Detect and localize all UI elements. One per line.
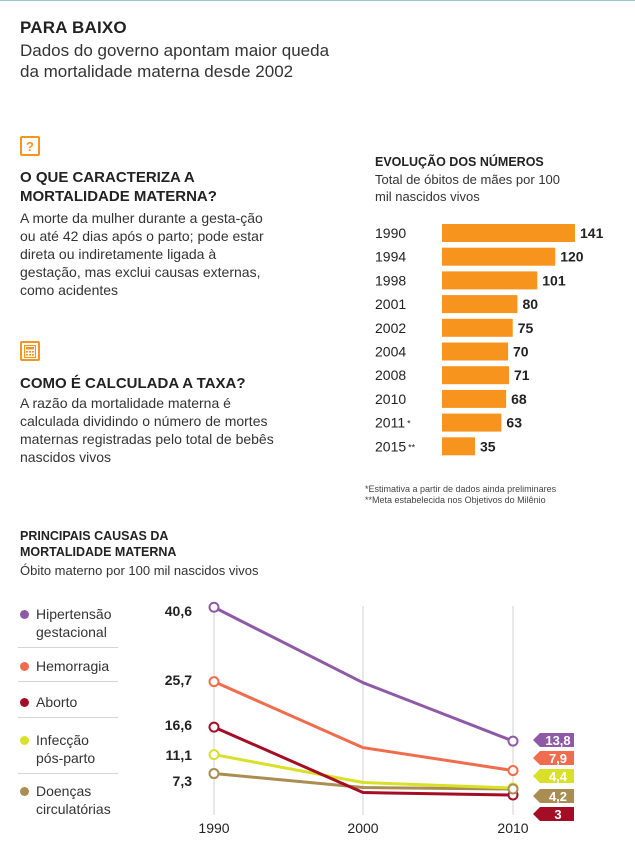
legend-divider — [18, 681, 118, 682]
bar-chart-note-2: **Meta estabelecida nos Objetivos do Mil… — [365, 495, 546, 505]
qa-heading-1: O QUE CARACTERIZA A MORTALIDADE MATERNA? — [20, 169, 217, 205]
bar — [442, 366, 509, 385]
series-point — [208, 749, 220, 761]
bar-chart-subtitle: Total de óbitos de mães por 100 mil nasc… — [375, 172, 561, 204]
series-line — [213, 605, 514, 743]
legend-divider — [18, 647, 118, 648]
start-value-label: 11,1 — [166, 747, 193, 763]
start-value-label: 40,6 — [165, 603, 192, 619]
top-rule — [0, 0, 635, 1]
series-point — [208, 601, 220, 613]
x-tick-label: 2000 — [347, 820, 378, 836]
bar — [442, 295, 518, 314]
page-subtitle: Dados do governo apontam maior queda da … — [20, 41, 330, 81]
calculator-icon — [20, 341, 40, 361]
line-chart-title: PRINCIPAIS CAUSAS DA MORTALIDADE MATERNA — [20, 529, 177, 559]
series-point — [507, 735, 519, 747]
bar-year-label: 2015 ** — [375, 438, 416, 454]
bar-chart-title: EVOLUÇÃO DOS NÚMEROS — [375, 155, 544, 169]
bar-value-label: 75 — [518, 320, 534, 336]
bar — [442, 342, 509, 361]
page-title: PARA BAIXO — [20, 18, 127, 37]
legend-label: Hemorragia — [36, 658, 110, 674]
bar-value-label: 35 — [480, 438, 496, 454]
bar-year-label: 1990 — [375, 225, 406, 241]
legend-label: Doenças circulatórias — [36, 783, 111, 817]
bar-year-label: 2011 * — [375, 415, 411, 431]
bar-year-label: 2004 — [375, 344, 406, 360]
end-value-tag: 13,8 — [533, 733, 574, 748]
start-value-label: 16,6 — [165, 717, 192, 733]
bar-chart: 1990 141 1994 120 1998 101 2001 80 2002 75 2004 70 2… — [375, 224, 604, 456]
series-line — [213, 772, 514, 791]
qa-heading-2: COMO É CALCULADA A TAXA? — [20, 375, 246, 392]
bar-value-label: 120 — [560, 249, 584, 265]
legend-label: Infecção pós-parto — [36, 732, 96, 766]
qa-text-1: A morte da mulher durante a gesta-ção ou… — [20, 210, 264, 298]
bar-year-label: 2001 — [375, 296, 406, 312]
legend-divider — [18, 717, 118, 718]
end-value-label: 4,2 — [549, 789, 567, 804]
end-value-tag: 4,4 — [533, 769, 574, 784]
end-value-label: 4,4 — [549, 769, 568, 784]
start-value-label: 7,3 — [173, 773, 193, 789]
series-point — [507, 765, 519, 777]
bar-year-label: 1998 — [375, 272, 406, 288]
end-value-tag: 4,2 — [533, 789, 574, 804]
series-point — [507, 783, 519, 795]
legend-label: Hipertensão gestacional — [36, 606, 112, 640]
bar-value-label: 71 — [514, 367, 530, 383]
bar — [442, 437, 476, 456]
series-point — [208, 676, 220, 688]
bar-value-label: 68 — [511, 391, 527, 407]
series-line — [213, 753, 514, 790]
legend-swatch — [20, 736, 29, 745]
legend-swatch — [20, 787, 29, 796]
bar — [442, 271, 538, 290]
bar-value-label: 141 — [580, 225, 604, 241]
legend-swatch — [20, 698, 29, 707]
bar-value-label: 101 — [542, 272, 566, 288]
bar-year-label: 2008 — [375, 367, 406, 383]
bar-value-label: 63 — [506, 415, 522, 431]
bar-year-label: 1994 — [375, 249, 406, 265]
end-value-tag: 3 — [533, 807, 574, 822]
end-value-tag: 7,9 — [533, 751, 574, 766]
series-line — [213, 680, 514, 773]
bar — [442, 247, 556, 266]
legend-swatch — [20, 662, 29, 671]
series-line — [213, 725, 514, 797]
bar — [442, 318, 513, 337]
legend-swatch — [20, 610, 29, 619]
end-value-label: 13,8 — [545, 733, 570, 748]
start-value-label: 25,7 — [165, 672, 192, 688]
bar — [442, 413, 502, 432]
legend-divider — [18, 773, 118, 774]
series-point — [208, 721, 220, 733]
bar-chart-note-1: *Estimativa a partir de dados ainda prel… — [365, 484, 557, 494]
qa-text-2: A razão da mortalidade materna é calcula… — [20, 395, 274, 465]
bar-year-label: 2010 — [375, 391, 406, 407]
bar-value-label: 80 — [522, 296, 538, 312]
x-tick-label: 1990 — [198, 820, 229, 836]
line-chart-subtitle: Óbito materno por 100 mil nascidos vivos — [20, 563, 259, 578]
bar-value-label: 70 — [513, 344, 529, 360]
x-tick-label: 2010 — [497, 820, 528, 836]
question-mark-icon: ? — [20, 136, 40, 156]
series-point — [208, 768, 220, 780]
end-value-label: 3 — [554, 807, 561, 822]
legend-label: Aborto — [36, 694, 78, 710]
bar-year-label: 2002 — [375, 320, 406, 336]
end-value-label: 7,9 — [549, 751, 567, 766]
bar — [442, 389, 507, 408]
bar — [442, 224, 575, 242]
